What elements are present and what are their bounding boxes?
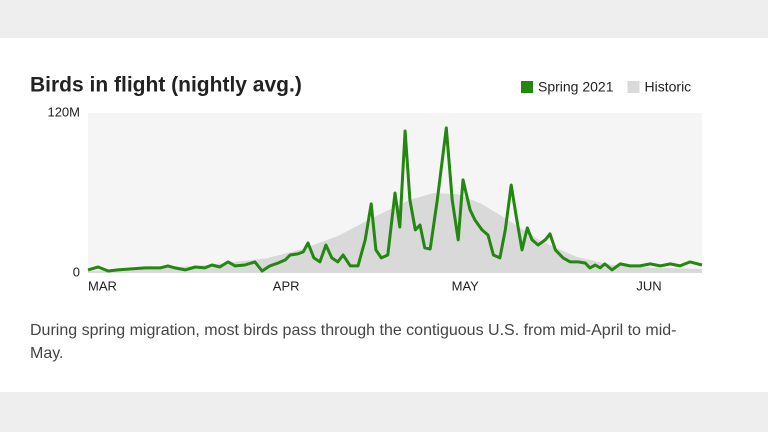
legend-swatch xyxy=(627,81,640,93)
y-tick-label: 120M xyxy=(47,104,80,119)
line xyxy=(87,126,703,273)
x-tick-label: JUN xyxy=(636,278,661,293)
caption: During spring migration, most birds pass… xyxy=(30,322,677,362)
chart-title: Birds in flight (nightly avg.) xyxy=(30,74,302,97)
area xyxy=(88,193,702,273)
x-tick-label: MAR xyxy=(88,278,117,293)
legend-swatch xyxy=(521,81,533,93)
legend-label: Historic xyxy=(645,79,692,95)
legend-label: Spring 2021 xyxy=(538,79,614,95)
x-tick-label: APR xyxy=(273,278,300,293)
y-tick-label: 0 xyxy=(73,264,80,279)
x-tick-label: MAY xyxy=(452,278,480,293)
